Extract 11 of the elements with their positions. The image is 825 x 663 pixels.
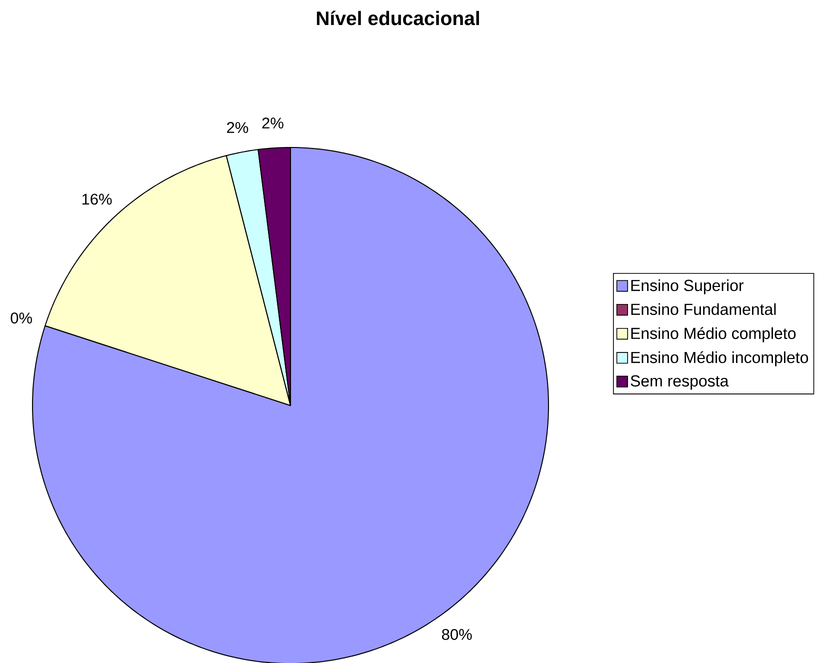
data-label: 2%: [227, 122, 248, 133]
legend-label: Ensino Médio completo: [631, 327, 796, 342]
text: 0%: [10, 312, 32, 324]
data-label: 80%: [442, 628, 472, 640]
legend-label: Ensino Superior: [631, 279, 744, 294]
data-label: 2%: [262, 118, 284, 129]
legend-label: Ensino Médio incompleto: [631, 351, 808, 366]
data-label: 16%: [82, 194, 112, 205]
legend-label: Ensino Fundamental: [631, 303, 776, 316]
legend-label: Sem resposta: [630, 375, 729, 390]
chart-title: Nível educacional: [316, 10, 479, 26]
